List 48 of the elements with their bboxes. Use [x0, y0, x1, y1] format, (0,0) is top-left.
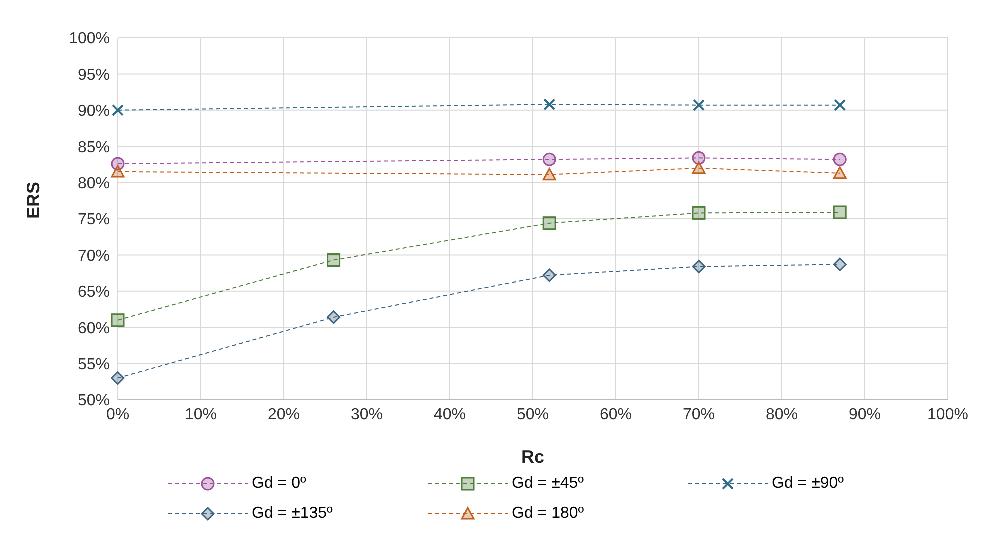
point — [327, 310, 341, 324]
point — [693, 99, 705, 112]
point — [833, 166, 847, 180]
x-tick-label: 10% — [184, 406, 218, 424]
point — [692, 151, 706, 165]
point — [112, 104, 124, 116]
y-tick-label: 65% — [78, 284, 110, 302]
legend-label: Gd = 0º — [252, 475, 306, 493]
y-tick-label: 70% — [78, 248, 110, 265]
point — [692, 206, 706, 220]
legend-label: Gd = ±135º — [252, 505, 333, 523]
x-axis-title: Rc — [521, 447, 545, 467]
point — [111, 314, 125, 328]
point — [834, 99, 846, 112]
x-tick-label: 40% — [434, 406, 466, 424]
y-tick-label: 95% — [78, 66, 110, 84]
point — [692, 162, 706, 174]
x-tick-label: 90% — [848, 406, 882, 424]
y-tick-label: 75% — [78, 212, 110, 229]
y-tick-label: 55% — [78, 356, 110, 374]
legend-label: Gd = ±45º — [512, 475, 584, 493]
point — [544, 98, 556, 111]
y-axis-title: ERS — [23, 182, 44, 219]
x-tick-label: 20% — [268, 406, 300, 424]
y-tick-label: 60% — [78, 320, 110, 338]
point — [111, 372, 125, 386]
point — [833, 258, 847, 272]
x-tick-label: 50% — [516, 406, 550, 424]
y-tick-label: 90% — [78, 103, 110, 120]
x-tick-label: 80% — [766, 406, 798, 424]
point — [542, 216, 556, 230]
point — [833, 152, 847, 166]
y-tick-label: 85% — [78, 139, 110, 156]
point — [833, 206, 847, 220]
x-tick-label: 100% — [928, 406, 968, 424]
point — [111, 165, 125, 178]
legend-label: Gd = 180º — [512, 505, 584, 523]
point — [542, 268, 556, 282]
point — [327, 254, 341, 268]
point — [692, 260, 706, 274]
legend-label: Gd = ±90º — [772, 475, 844, 493]
x-tick-label: 30% — [350, 406, 384, 424]
x-tick-label: 60% — [600, 406, 632, 424]
x-tick-label: 70% — [682, 406, 716, 424]
y-tick-label: 80% — [78, 175, 110, 192]
point — [542, 168, 556, 181]
point — [542, 152, 556, 166]
y-tick-label: 100% — [69, 30, 110, 48]
